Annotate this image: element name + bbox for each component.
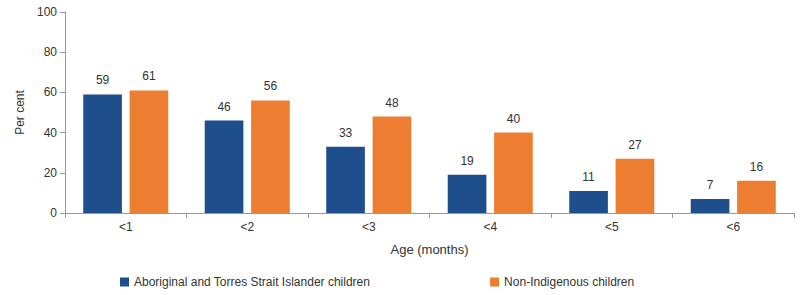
- svg-text:16: 16: [750, 160, 764, 174]
- svg-text:Age (months): Age (months): [390, 242, 468, 257]
- svg-text:Non-Indigenous children: Non-Indigenous children: [504, 275, 634, 289]
- svg-text:0: 0: [50, 206, 57, 220]
- svg-text:20: 20: [44, 166, 58, 180]
- svg-text:100: 100: [37, 5, 57, 19]
- svg-text:27: 27: [628, 138, 642, 152]
- svg-text:Aboriginal and Torres Strait I: Aboriginal and Torres Strait Islander ch…: [134, 275, 370, 289]
- svg-text:48: 48: [385, 96, 399, 110]
- svg-text:<2: <2: [240, 220, 254, 234]
- svg-text:80: 80: [44, 45, 58, 59]
- svg-text:61: 61: [142, 69, 156, 83]
- svg-text:56: 56: [264, 79, 278, 93]
- svg-text:<6: <6: [726, 220, 740, 234]
- svg-text:46: 46: [217, 100, 231, 114]
- svg-text:19: 19: [460, 154, 474, 168]
- svg-text:11: 11: [582, 170, 595, 184]
- svg-text:<5: <5: [605, 220, 619, 234]
- svg-text:40: 40: [507, 112, 521, 126]
- svg-text:33: 33: [339, 126, 353, 140]
- svg-text:<4: <4: [483, 220, 497, 234]
- svg-text:60: 60: [44, 85, 58, 99]
- svg-text:<3: <3: [362, 220, 376, 234]
- svg-text:7: 7: [707, 178, 714, 192]
- svg-text:59: 59: [96, 73, 110, 87]
- svg-text:Per cent: Per cent: [13, 89, 27, 134]
- svg-text:<1: <1: [119, 220, 133, 234]
- svg-text:40: 40: [44, 126, 58, 140]
